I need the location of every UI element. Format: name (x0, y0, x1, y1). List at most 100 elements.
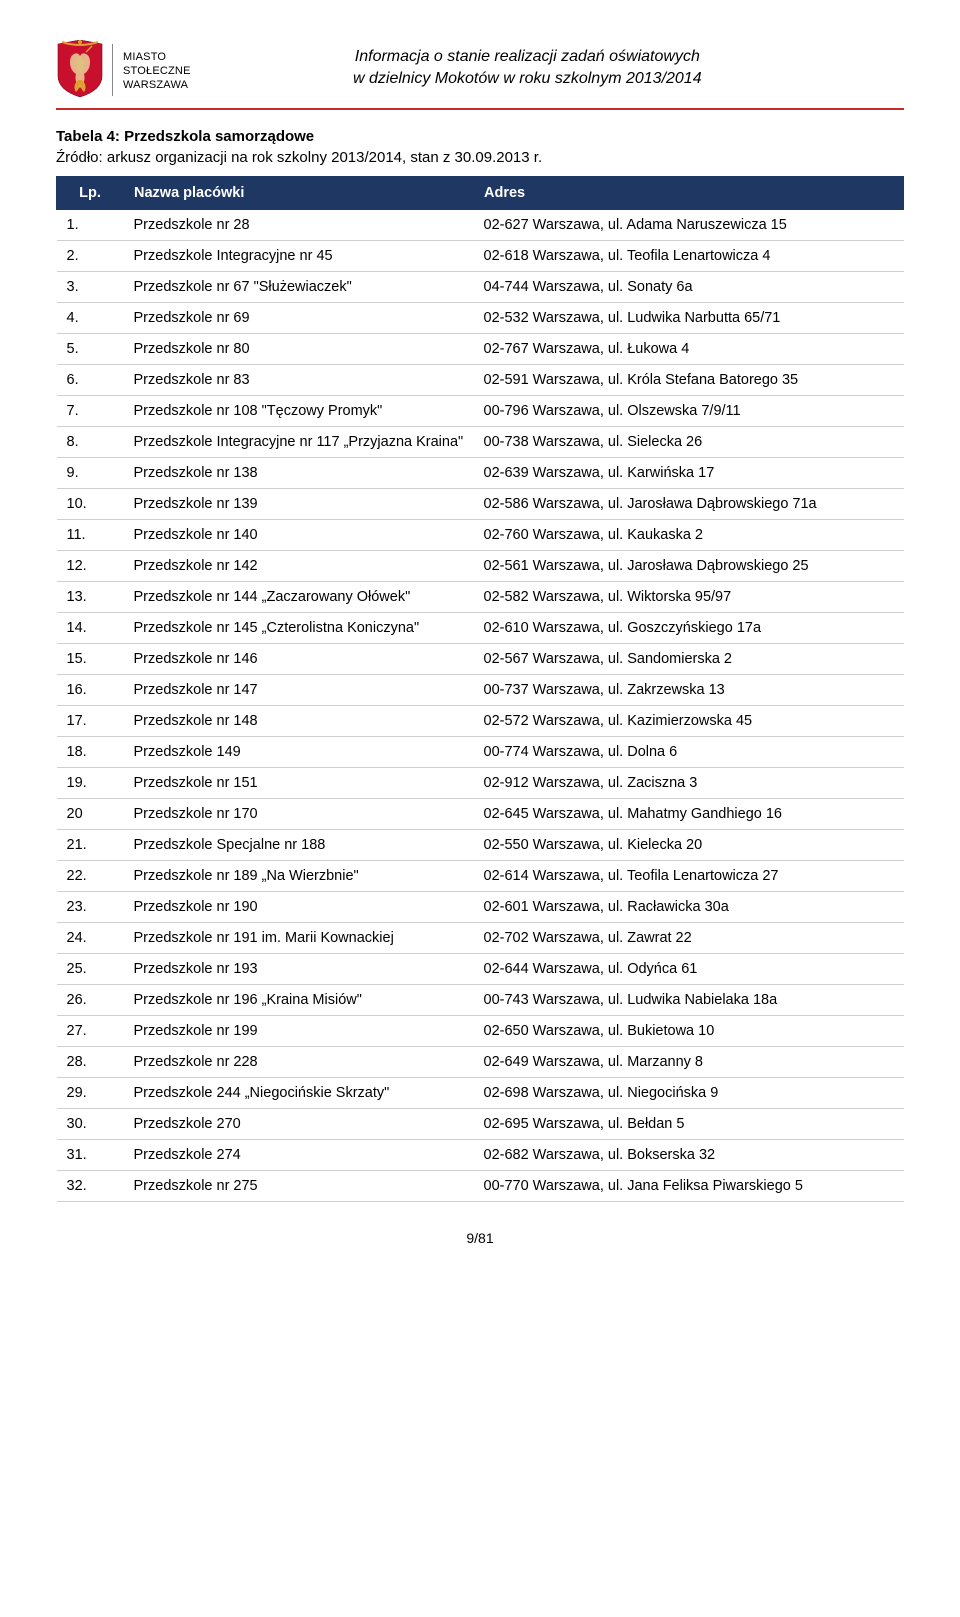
table-row: 26.Przedszkole nr 196 „Kraina Misiów"00-… (57, 985, 904, 1016)
cell-addr: 04-744 Warszawa, ul. Sonaty 6a (474, 272, 904, 303)
cell-addr: 00-770 Warszawa, ul. Jana Feliksa Piwars… (474, 1171, 904, 1202)
cell-lp: 22. (57, 861, 124, 892)
table-body: 1.Przedszkole nr 2802-627 Warszawa, ul. … (57, 210, 904, 1202)
cell-addr: 02-698 Warszawa, ul. Niegocińska 9 (474, 1078, 904, 1109)
cell-lp: 25. (57, 954, 124, 985)
cell-addr: 02-767 Warszawa, ul. Łukowa 4 (474, 334, 904, 365)
cell-name: Przedszkole nr 193 (124, 954, 474, 985)
cell-addr: 02-760 Warszawa, ul. Kaukaska 2 (474, 520, 904, 551)
cell-addr: 02-614 Warszawa, ul. Teofila Lenartowicz… (474, 861, 904, 892)
cell-lp: 20 (57, 799, 124, 830)
cell-lp: 15. (57, 644, 124, 675)
cell-name: Przedszkole nr 138 (124, 458, 474, 489)
table-row: 20Przedszkole nr 17002-645 Warszawa, ul.… (57, 799, 904, 830)
document-title: Informacja o stanie realizacji zadań ośw… (191, 40, 904, 89)
cell-addr: 02-586 Warszawa, ul. Jarosława Dąbrowski… (474, 489, 904, 520)
cell-lp: 16. (57, 675, 124, 706)
cell-name: Przedszkole nr 191 im. Marii Kownackiej (124, 923, 474, 954)
cell-name: Przedszkole nr 69 (124, 303, 474, 334)
table-row: 13.Przedszkole nr 144 „Zaczarowany Ołówe… (57, 582, 904, 613)
cell-name: Przedszkole Specjalne nr 188 (124, 830, 474, 861)
cell-name: Przedszkole nr 275 (124, 1171, 474, 1202)
cell-name: Przedszkole nr 83 (124, 365, 474, 396)
table-row: 18.Przedszkole 14900-774 Warszawa, ul. D… (57, 737, 904, 768)
cell-addr: 02-582 Warszawa, ul. Wiktorska 95/97 (474, 582, 904, 613)
cell-lp: 32. (57, 1171, 124, 1202)
cell-lp: 8. (57, 427, 124, 458)
cell-name: Przedszkole nr 144 „Zaczarowany Ołówek" (124, 582, 474, 613)
table-row: 24.Przedszkole nr 191 im. Marii Kownacki… (57, 923, 904, 954)
cell-addr: 02-650 Warszawa, ul. Bukietowa 10 (474, 1016, 904, 1047)
cell-lp: 31. (57, 1140, 124, 1171)
table-row: 19.Przedszkole nr 15102-912 Warszawa, ul… (57, 768, 904, 799)
cell-addr: 02-618 Warszawa, ul. Teofila Lenartowicz… (474, 241, 904, 272)
warsaw-crest-icon (56, 40, 104, 98)
cell-name: Przedszkole nr 67 "Służewiaczek" (124, 272, 474, 303)
cell-name: Przedszkole nr 28 (124, 210, 474, 241)
cell-lp: 7. (57, 396, 124, 427)
cell-name: Przedszkole Integracyjne nr 117 „Przyjaz… (124, 427, 474, 458)
table-row: 10.Przedszkole nr 13902-586 Warszawa, ul… (57, 489, 904, 520)
table-row: 16.Przedszkole nr 14700-737 Warszawa, ul… (57, 675, 904, 706)
brand-line1: MIASTO (123, 51, 191, 65)
cell-name: Przedszkole nr 139 (124, 489, 474, 520)
page-footer: 9/81 (56, 1230, 904, 1246)
cell-addr: 00-796 Warszawa, ul. Olszewska 7/9/11 (474, 396, 904, 427)
cell-addr: 00-774 Warszawa, ul. Dolna 6 (474, 737, 904, 768)
cell-addr: 02-649 Warszawa, ul. Marzanny 8 (474, 1047, 904, 1078)
cell-addr: 02-639 Warszawa, ul. Karwińska 17 (474, 458, 904, 489)
cell-addr: 02-532 Warszawa, ul. Ludwika Narbutta 65… (474, 303, 904, 334)
table-row: 29.Przedszkole 244 „Niegocińskie Skrzaty… (57, 1078, 904, 1109)
table-row: 7.Przedszkole nr 108 "Tęczowy Promyk"00-… (57, 396, 904, 427)
cell-addr: 00-738 Warszawa, ul. Sielecka 26 (474, 427, 904, 458)
brand-text: MIASTO STOŁECZNE WARSZAWA (123, 45, 191, 92)
table-row: 2.Przedszkole Integracyjne nr 4502-618 W… (57, 241, 904, 272)
cell-addr: 02-695 Warszawa, ul. Bełdan 5 (474, 1109, 904, 1140)
cell-name: Przedszkole nr 145 „Czterolistna Koniczy… (124, 613, 474, 644)
cell-name: Przedszkole nr 142 (124, 551, 474, 582)
cell-lp: 11. (57, 520, 124, 551)
logo-separator (112, 44, 113, 96)
cell-lp: 6. (57, 365, 124, 396)
cell-addr: 02-561 Warszawa, ul. Jarosława Dąbrowski… (474, 551, 904, 582)
cell-name: Przedszkole nr 140 (124, 520, 474, 551)
cell-name: Przedszkole nr 199 (124, 1016, 474, 1047)
doc-title-line2: w dzielnicy Mokotów w roku szkolnym 2013… (191, 68, 864, 90)
cell-addr: 02-912 Warszawa, ul. Zaciszna 3 (474, 768, 904, 799)
cell-addr: 02-627 Warszawa, ul. Adama Naruszewicza … (474, 210, 904, 241)
table-row: 8.Przedszkole Integracyjne nr 117 „Przyj… (57, 427, 904, 458)
cell-lp: 30. (57, 1109, 124, 1140)
cell-lp: 17. (57, 706, 124, 737)
cell-lp: 19. (57, 768, 124, 799)
cell-lp: 23. (57, 892, 124, 923)
cell-name: Przedszkole nr 80 (124, 334, 474, 365)
col-lp: Lp. (57, 177, 124, 210)
cell-addr: 02-567 Warszawa, ul. Sandomierska 2 (474, 644, 904, 675)
cell-addr: 00-743 Warszawa, ul. Ludwika Nabielaka 1… (474, 985, 904, 1016)
table-header-row: Lp. Nazwa placówki Adres (57, 177, 904, 210)
cell-lp: 4. (57, 303, 124, 334)
table-row: 28.Przedszkole nr 22802-649 Warszawa, ul… (57, 1047, 904, 1078)
col-addr: Adres (474, 177, 904, 210)
page-header: MIASTO STOŁECZNE WARSZAWA Informacja o s… (56, 40, 904, 98)
table-row: 27.Przedszkole nr 19902-650 Warszawa, ul… (57, 1016, 904, 1047)
cell-lp: 12. (57, 551, 124, 582)
cell-lp: 24. (57, 923, 124, 954)
table-title: Tabela 4: Przedszkola samorządowe (56, 128, 904, 145)
cell-lp: 28. (57, 1047, 124, 1078)
cell-lp: 10. (57, 489, 124, 520)
cell-addr: 02-645 Warszawa, ul. Mahatmy Gandhiego 1… (474, 799, 904, 830)
doc-title-line1: Informacja o stanie realizacji zadań ośw… (191, 46, 864, 68)
cell-lp: 2. (57, 241, 124, 272)
cell-lp: 5. (57, 334, 124, 365)
table-row: 5.Przedszkole nr 8002-767 Warszawa, ul. … (57, 334, 904, 365)
table-row: 6.Przedszkole nr 8302-591 Warszawa, ul. … (57, 365, 904, 396)
cell-addr: 02-572 Warszawa, ul. Kazimierzowska 45 (474, 706, 904, 737)
cell-addr: 02-601 Warszawa, ul. Racławicka 30a (474, 892, 904, 923)
cell-name: Przedszkole nr 146 (124, 644, 474, 675)
cell-name: Przedszkole nr 108 "Tęczowy Promyk" (124, 396, 474, 427)
table-row: 25.Przedszkole nr 19302-644 Warszawa, ul… (57, 954, 904, 985)
cell-lp: 14. (57, 613, 124, 644)
cell-name: Przedszkole nr 148 (124, 706, 474, 737)
cell-name: Przedszkole nr 147 (124, 675, 474, 706)
